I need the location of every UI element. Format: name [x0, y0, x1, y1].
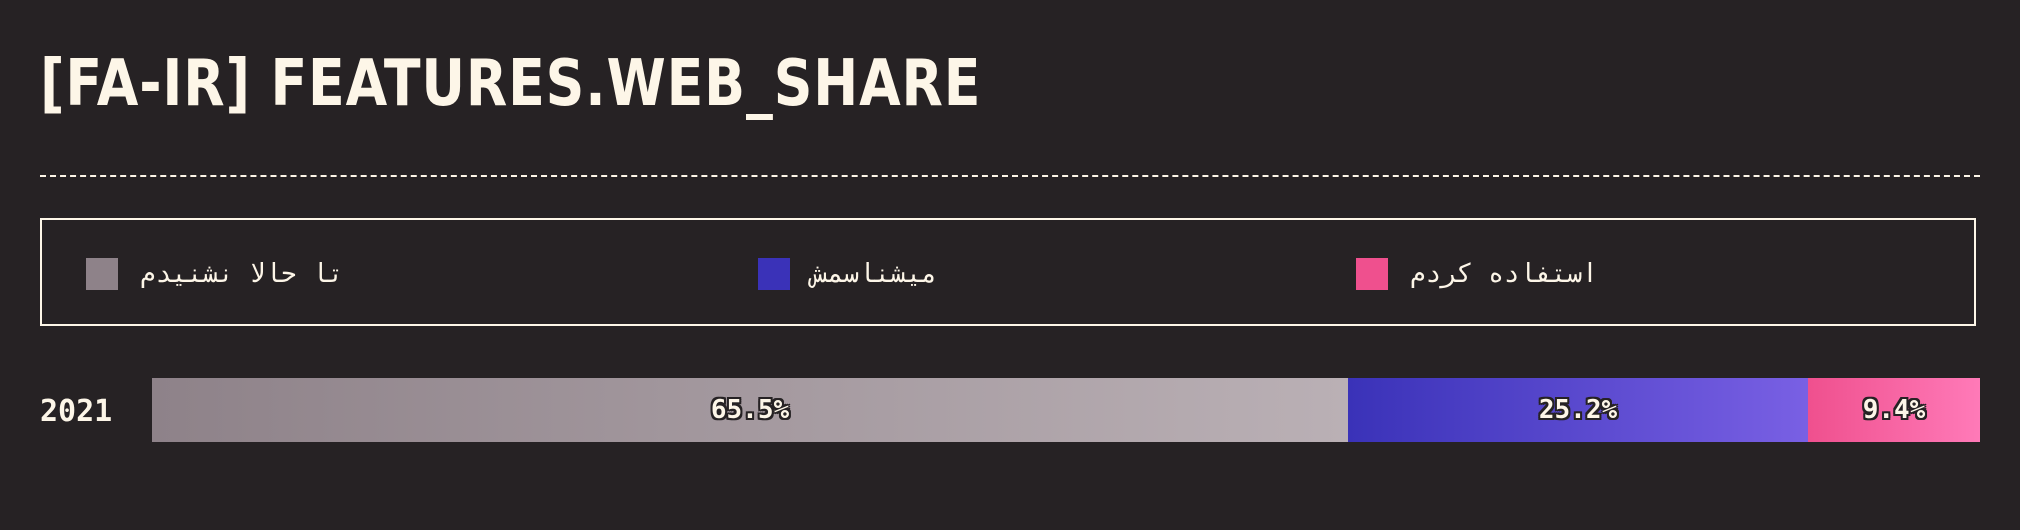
bar-segment-used-it: 9.4% [1808, 378, 1980, 442]
legend-label-never-heard: تا حالا نشنیدم [140, 259, 344, 289]
stacked-bar-2021: 65.5% 25.2% 9.4% [152, 378, 1980, 442]
legend-label-know-it: میشناسمش [812, 259, 938, 289]
title-divider [40, 175, 1980, 177]
legend-label-used-it: استفاده کردم [1410, 259, 1598, 289]
category-label-2021: 2021 [40, 394, 113, 429]
legend-item-know-it: میشناسمش [758, 258, 937, 290]
legend-swatch-used-it [1356, 258, 1388, 290]
data-label-never-heard: 65.5% [710, 395, 790, 425]
legend-swatch-know-it [758, 258, 790, 290]
bar-segment-know-it: 25.2% [1348, 378, 1808, 442]
legend-item-never-heard: تا حالا نشنیدم [86, 258, 344, 290]
legend-swatch-never-heard [86, 258, 118, 290]
data-label-used-it: 9.4% [1862, 395, 1926, 425]
data-label-know-it: 25.2% [1538, 395, 1618, 425]
legend: تا حالا نشنیدم میشناسمش استفاده کردم [40, 218, 1976, 326]
bar-segment-never-heard: 65.5% [152, 378, 1348, 442]
legend-item-used-it: استفاده کردم [1356, 258, 1598, 290]
chart-title: [FA-IR] FEATURES.WEB_SHARE [40, 47, 982, 121]
